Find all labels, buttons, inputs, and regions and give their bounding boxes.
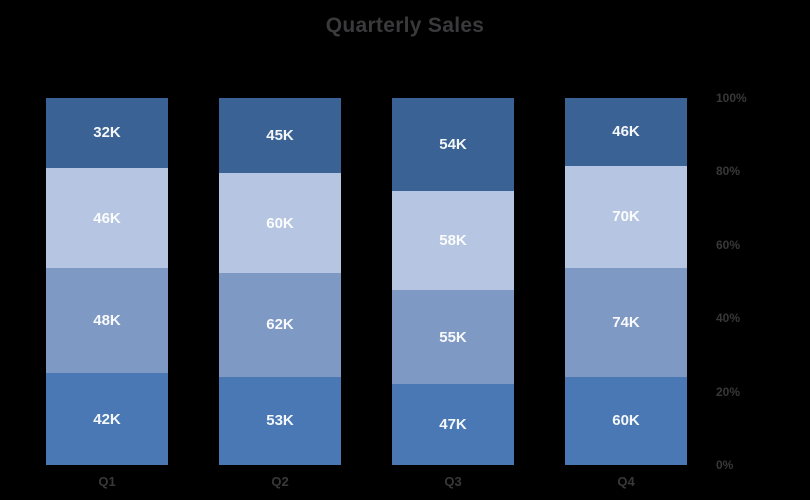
segment-value-label: 74K (612, 314, 640, 332)
bar-segment: 60K (565, 376, 687, 465)
bar-segment: 45K (219, 98, 341, 174)
segment-value-label: 70K (612, 208, 640, 226)
bar-segment: 74K (565, 268, 687, 377)
bar-segment: 53K (219, 376, 341, 465)
segment-value-label: 45K (266, 127, 294, 145)
segment-value-label: 48K (93, 312, 121, 330)
bar-segment: 48K (46, 268, 168, 374)
bar-segment: 60K (219, 173, 341, 274)
segment-value-label: 58K (439, 231, 467, 249)
segment-value-label: 53K (266, 412, 294, 430)
bar-q2: 45K 60K 62K 53K Q2 (219, 98, 341, 489)
y-axis-tick-label: 20% (716, 384, 741, 399)
chart-title: Quarterly Sales (325, 14, 485, 37)
y-axis-tick-label: 40% (716, 311, 741, 326)
segment-value-label: 46K (612, 123, 640, 141)
x-axis-label: Q4 (617, 474, 635, 489)
bar-q3: 54K 58K 55K 47K Q3 (392, 98, 514, 489)
segment-value-label: 55K (439, 328, 467, 346)
segment-value-label: 62K (266, 316, 294, 334)
bar-q1: 32K 46K 48K 42K Q1 (46, 98, 168, 489)
bar-segment: 54K (392, 98, 514, 191)
segment-value-label: 42K (93, 410, 121, 428)
bar-segment: 58K (392, 190, 514, 291)
bar-q4: 46K 70K 74K 60K Q4 (565, 98, 687, 489)
x-axis-label: Q3 (444, 474, 462, 489)
y-axis-tick-label: 100% (716, 91, 747, 105)
bar-segment: 42K (46, 373, 168, 465)
y-axis-tick-label: 60% (716, 237, 741, 252)
segment-value-label: 54K (439, 135, 467, 153)
x-axis-label: Q1 (98, 474, 116, 489)
bar-segment: 55K (392, 290, 514, 385)
x-axis-label: Q2 (271, 474, 289, 489)
bar-segment: 46K (46, 167, 168, 269)
segment-value-label: 32K (93, 124, 121, 142)
segment-value-label: 60K (612, 412, 640, 430)
segment-value-label: 46K (93, 209, 121, 227)
segment-value-label: 47K (439, 416, 467, 434)
segment-value-label: 60K (266, 214, 294, 232)
bar-segment: 70K (565, 165, 687, 269)
bar-segment: 47K (392, 384, 514, 465)
y-axis-tick-label: 0% (716, 458, 734, 472)
y-axis-tick-label: 80% (716, 164, 741, 179)
bar-segment: 62K (219, 273, 341, 377)
plot-area: 32K 46K 48K 42K Q1 45K 60K 62K 53K Q2 54K 58K 55K 47K… (46, 98, 687, 489)
bar-segment: 32K (46, 98, 168, 168)
bar-segment: 46K (565, 98, 687, 166)
